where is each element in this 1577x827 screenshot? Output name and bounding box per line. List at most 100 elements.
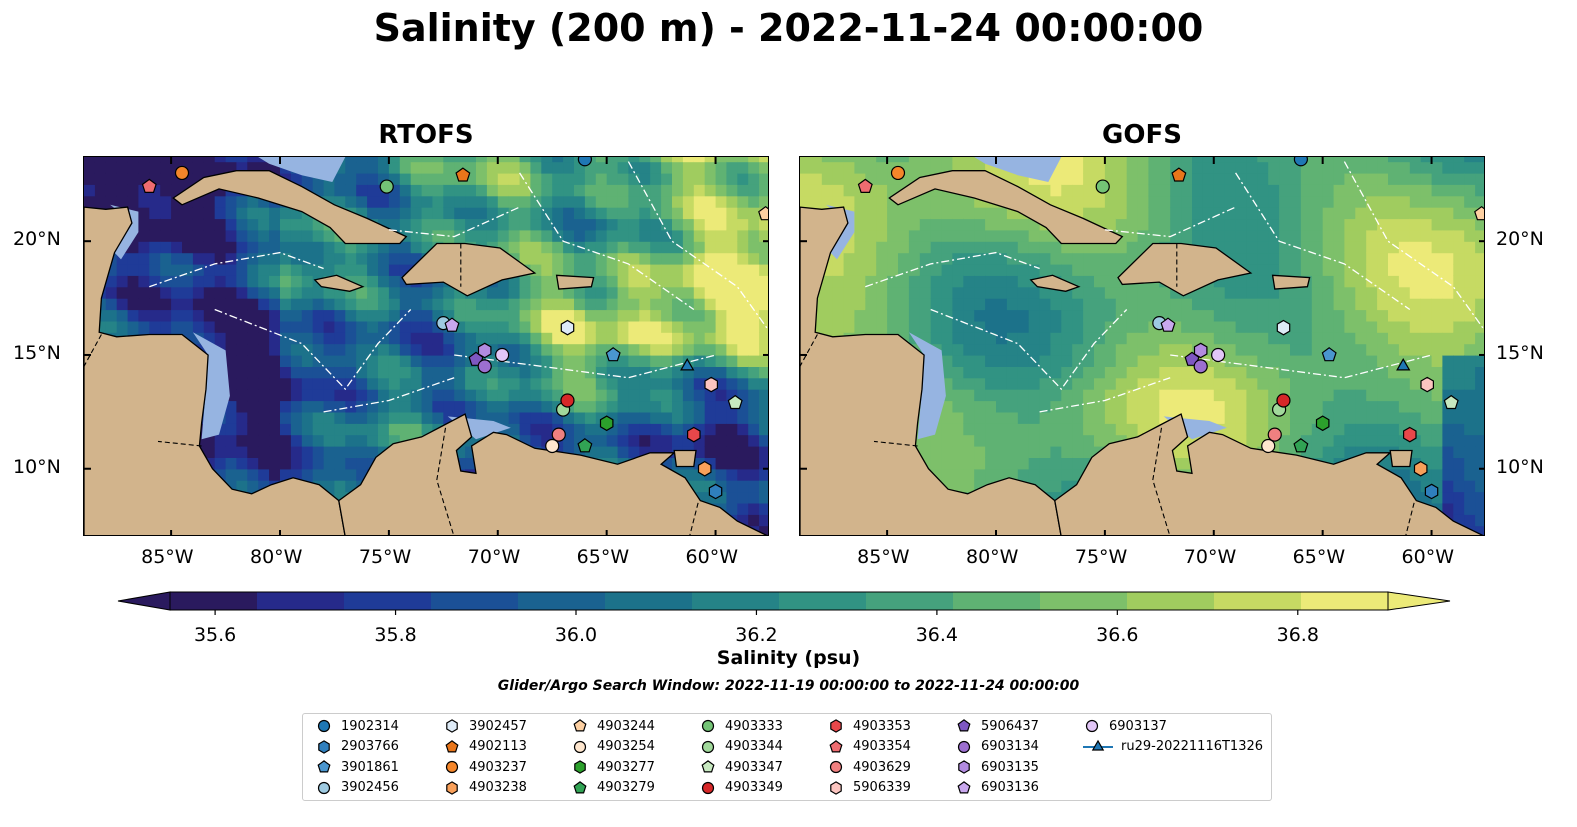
legend-label: 4903277	[597, 759, 655, 775]
legend-label: 4903349	[725, 780, 783, 795]
legend-label: 4903244	[597, 718, 655, 734]
country-borders	[800, 243, 1415, 535]
marker-4903238	[1413, 460, 1428, 477]
legend-label: 6903135	[981, 759, 1039, 775]
marker-4903277	[599, 415, 614, 432]
eez-boundaries	[865, 161, 1484, 413]
legend-label: 4903238	[469, 780, 527, 795]
marker-4903333	[379, 179, 394, 194]
colorbar-tick-label: 36.2	[735, 624, 777, 646]
legend-item: 4903353	[827, 716, 911, 736]
legend-marker	[317, 781, 331, 794]
land-puertoRico	[555, 274, 595, 290]
legend-marker	[446, 780, 458, 795]
pentagon-marker-icon	[317, 760, 331, 773]
marker-4902113	[455, 167, 471, 182]
marker-4903347	[1443, 394, 1459, 410]
colorbar-level	[431, 592, 519, 610]
x-tick-label: 60°W	[1401, 546, 1455, 568]
land-puertoRico	[1271, 274, 1311, 290]
platform-markers	[141, 157, 768, 500]
legend-marker	[445, 739, 459, 752]
legend-marker	[1085, 719, 1099, 733]
y-tick-label-left: 20°N	[13, 228, 61, 251]
legend-item: ru29-20221116T1326	[1083, 737, 1263, 757]
land-jamaica	[313, 274, 365, 292]
land-trinidad	[673, 449, 697, 468]
marker-ru29-20221116T1326	[1396, 357, 1411, 371]
colorbar-level	[866, 592, 954, 610]
legend-label: 2903766	[341, 739, 399, 754]
marker-3901861	[1321, 347, 1337, 362]
colorbar-level	[170, 592, 258, 610]
colorbar-tick-label: 36.8	[1277, 624, 1319, 646]
colorbar-tick-label: 35.8	[374, 624, 416, 646]
legend-label: 3901861	[341, 759, 399, 775]
legend-label: 4903333	[725, 718, 783, 734]
x-tick-label: 80°W	[250, 546, 303, 568]
search-window-subtitle: Glider/Argo Search Window: 2022-11-19 00…	[497, 678, 1080, 694]
legend-marker	[574, 760, 586, 774]
legend-marker	[573, 740, 587, 753]
marker-4903629	[551, 427, 566, 442]
colorbar-level	[1301, 592, 1389, 610]
legend-marker	[829, 760, 843, 774]
hexagon-marker-icon	[318, 739, 330, 754]
legend-label: ru29-20221116T1326	[1121, 739, 1264, 754]
legend-marker	[701, 760, 715, 773]
marker-4903353	[1402, 426, 1417, 443]
legend-label: 4903279	[597, 780, 655, 795]
x-tick-label: 60°W	[685, 546, 739, 568]
marker-1902314	[577, 157, 592, 167]
circle-marker-icon	[445, 760, 459, 774]
colorbar-extend-min	[117, 591, 171, 611]
legend-label: 3902457	[469, 718, 527, 734]
legend-marker	[829, 739, 843, 752]
colorbar-level	[1214, 592, 1302, 610]
x-tick-label: 70°W	[467, 546, 521, 568]
hexagon-marker-icon	[958, 760, 970, 774]
marker-1902314	[1293, 157, 1308, 167]
circle-marker-icon	[1085, 719, 1099, 733]
x-tick-label: 75°W	[1074, 546, 1128, 568]
circle-marker-icon	[317, 781, 331, 794]
map-panel-gofs	[799, 156, 1485, 536]
marker-2903766	[1424, 483, 1439, 500]
y-tick-label-right: 10°N	[1496, 455, 1544, 478]
x-tick-label: 85°W	[857, 546, 910, 568]
colorbar-label: Salinity (psu)	[716, 647, 861, 669]
legend-marker	[317, 719, 331, 733]
legend-item: 3902456	[315, 778, 399, 798]
legend-label: 6903136	[981, 780, 1039, 795]
colorbar-level	[605, 592, 693, 610]
legend-item: 2903766	[315, 737, 399, 757]
hexagon-marker-icon	[830, 780, 842, 795]
land-cuba	[172, 170, 408, 245]
circle-marker-icon	[701, 719, 715, 733]
colorbar: 35.6 35.8 36.0 36.2 36.4 36.6 36.8	[117, 591, 1451, 646]
legend-label: 3902456	[341, 780, 399, 795]
colorbar-extend-max	[1387, 591, 1451, 611]
marker-4903354	[141, 178, 157, 194]
marker-4903237	[890, 165, 906, 181]
legend-item: 5906437	[955, 716, 1039, 736]
legend-marker	[701, 719, 715, 733]
circle-marker-icon	[701, 781, 715, 794]
colorbar-level	[518, 592, 606, 610]
hexagon-marker-icon	[830, 719, 842, 733]
marker-4903349	[1276, 393, 1291, 408]
legend-label: 4903353	[853, 718, 911, 734]
legend-label: 6903137	[1109, 718, 1167, 734]
circle-marker-icon	[317, 719, 331, 733]
legend-marker	[318, 739, 330, 754]
legend-label: 4903237	[469, 759, 527, 775]
x-tick-label: 65°W	[576, 546, 630, 568]
marker-6903137	[1211, 347, 1226, 363]
pentagon-marker-icon	[445, 739, 459, 752]
marker-4903354	[857, 178, 873, 194]
circle-marker-icon	[957, 740, 971, 753]
marker-5906339	[704, 376, 719, 393]
legend-label: 4902113	[469, 739, 527, 754]
legend-label: 5906339	[853, 780, 911, 795]
x-tick-label: 85°W	[141, 546, 194, 568]
